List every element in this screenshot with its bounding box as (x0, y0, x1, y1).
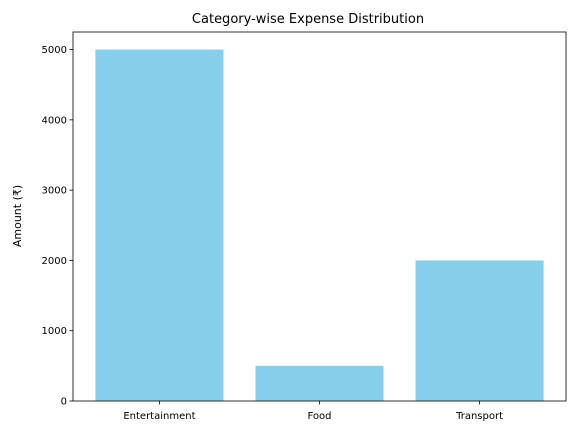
plot-frame (72, 31, 567, 402)
x-axis-ticks: Entertainment Food Transport (123, 401, 503, 422)
y-axis-ticks: 0 1000 2000 3000 4000 5000 (42, 45, 73, 408)
x-tick-label: Entertainment (123, 411, 195, 422)
y-tick-label: 5000 (42, 45, 67, 56)
x-tick-label: Food (308, 411, 332, 422)
bars-group (95, 49, 544, 401)
bar-transport (415, 260, 544, 401)
x-tick-label: Transport (455, 411, 503, 422)
y-tick-label: 4000 (42, 115, 67, 126)
bar-food (255, 365, 384, 401)
y-tick-label: 3000 (42, 186, 67, 197)
bar-entertainment (95, 49, 224, 401)
y-tick-label: 2000 (42, 256, 67, 267)
y-tick-label: 1000 (42, 326, 67, 337)
y-tick-label: 0 (61, 397, 67, 408)
chart-title: Category-wise Expense Distribution (192, 12, 424, 27)
y-axis-label: Amount (₹) (11, 185, 24, 247)
